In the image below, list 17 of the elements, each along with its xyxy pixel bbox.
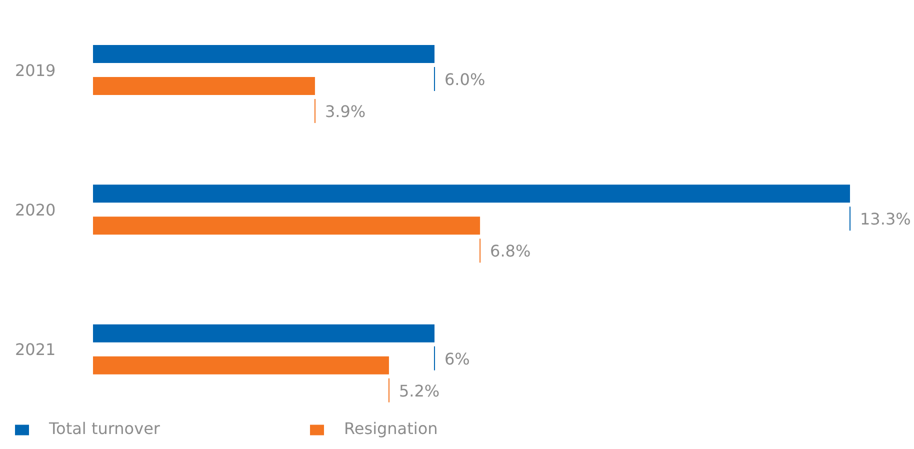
y-tick-label: 2019: [15, 60, 56, 80]
y-tick-label: 2021: [15, 340, 56, 360]
y-tick-label: 2020: [15, 200, 56, 220]
data-label: 5.2%: [398, 381, 440, 400]
bar: [93, 45, 435, 63]
data-label: 13.3%: [860, 210, 911, 229]
bar: [93, 356, 389, 374]
bar: [93, 324, 435, 342]
data-label: 6.8%: [490, 242, 531, 261]
data-label: 3.9%: [324, 102, 366, 121]
bar: [93, 184, 850, 203]
data-label: 6%: [444, 349, 470, 368]
bar: [93, 77, 315, 95]
legend-label: Resignation: [344, 419, 438, 438]
data-label: 6.0%: [444, 70, 486, 89]
legend-label: Total turnover: [49, 419, 160, 438]
bar: [93, 216, 480, 235]
